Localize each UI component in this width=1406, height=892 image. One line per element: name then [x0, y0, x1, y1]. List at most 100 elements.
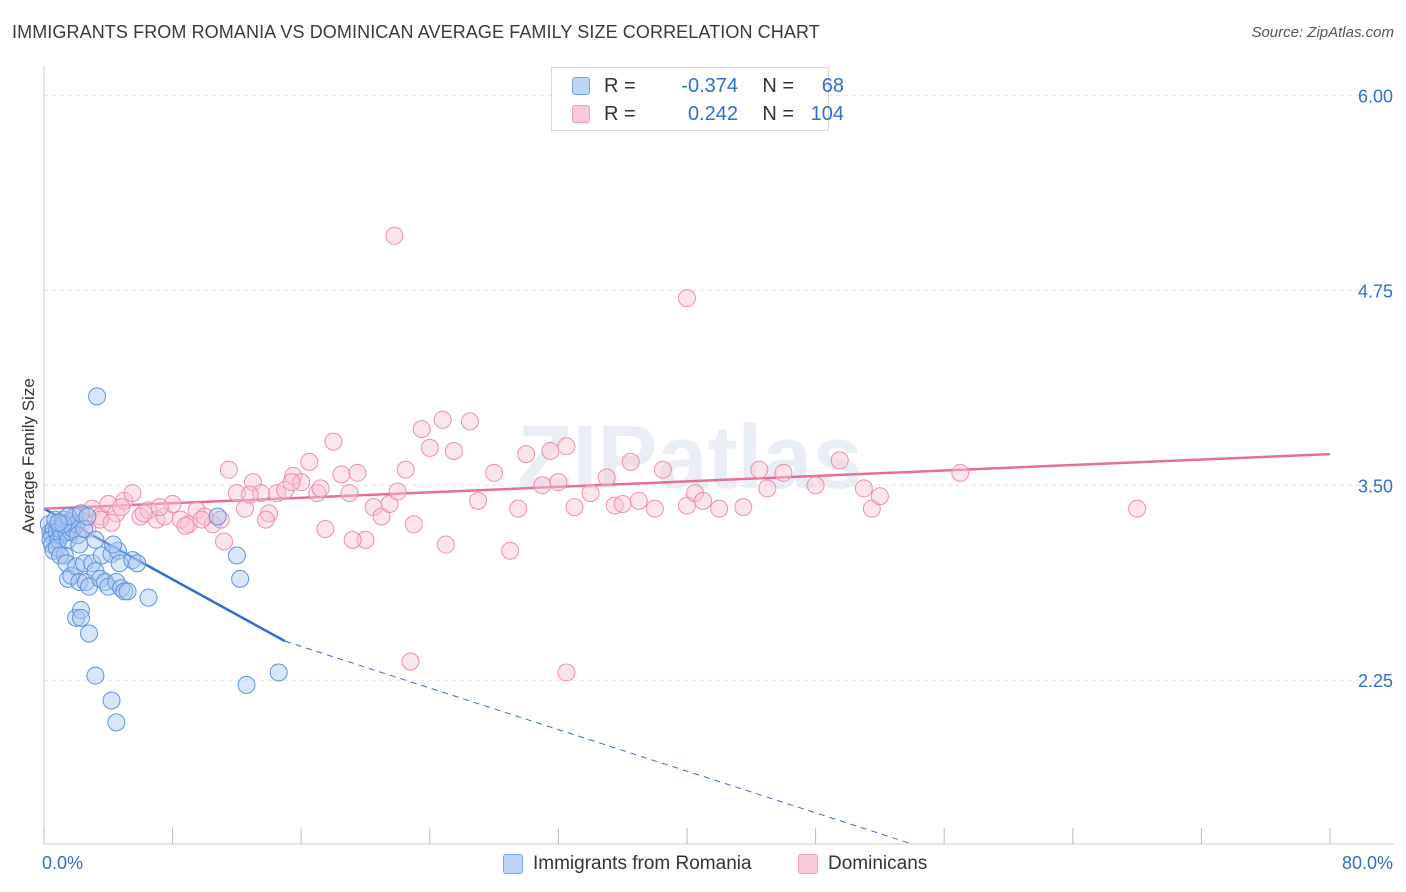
legend-swatch-dominicans — [572, 105, 590, 123]
data-point-dominicans — [256, 510, 275, 529]
trend-line-dominicans — [43, 452, 1331, 510]
data-point-romania — [70, 572, 89, 591]
data-point-dominicans — [311, 479, 330, 498]
y-tick-label: 3.50 — [1358, 476, 1393, 496]
data-point-dominicans — [150, 498, 169, 517]
data-point-dominicans — [134, 504, 153, 523]
data-point-dominicans — [324, 432, 343, 451]
legend-row-romania: R = -0.374 N = 68 — [572, 72, 844, 100]
source-credit: Source: ZipAtlas.com — [1251, 24, 1394, 41]
data-point-dominicans — [485, 463, 504, 482]
data-point-dominicans — [774, 463, 793, 482]
data-point-romania — [231, 569, 250, 588]
data-point-dominicans — [557, 663, 576, 682]
data-point-dominicans — [252, 484, 271, 503]
data-point-dominicans — [533, 476, 552, 495]
data-point-dominicans — [123, 484, 142, 503]
stats-legend: R = -0.374 N = 68 R = 0.242 N = 104 — [551, 67, 844, 131]
data-point-romania — [237, 675, 256, 694]
data-point-dominicans — [870, 487, 889, 506]
data-point-dominicans — [385, 226, 404, 245]
data-point-romania — [128, 554, 147, 573]
data-point-dominicans — [211, 510, 230, 529]
trend-line-romania — [43, 507, 286, 643]
data-point-dominicans — [215, 532, 234, 551]
data-point-dominicans — [645, 499, 664, 518]
data-point-romania — [71, 601, 90, 620]
data-point-romania — [227, 546, 246, 565]
data-point-dominicans — [316, 519, 335, 538]
data-point-dominicans — [517, 445, 536, 464]
data-point-romania — [107, 713, 126, 732]
r-label: R = — [604, 102, 636, 125]
data-point-romania — [55, 546, 74, 565]
data-point-dominicans — [227, 484, 246, 503]
r-label: R = — [604, 74, 636, 97]
data-point-dominicans — [412, 420, 431, 439]
data-point-romania — [44, 541, 63, 560]
data-point-romania — [118, 582, 137, 601]
trend-line-romania-extrapolated — [284, 640, 913, 845]
n-value: 68 — [821, 74, 844, 97]
bottom-legend-dominicans: Dominicans — [798, 852, 927, 876]
data-point-dominicans — [460, 412, 479, 431]
data-point-dominicans — [653, 460, 672, 479]
data-point-dominicans — [629, 491, 648, 510]
data-point-dominicans — [300, 452, 319, 471]
bottom-legend-label-romania: Immigrants from Romania — [533, 853, 752, 874]
data-point-dominicans — [112, 498, 131, 517]
data-point-dominicans — [541, 441, 560, 460]
data-point-romania — [269, 663, 288, 682]
data-point-dominicans — [192, 510, 211, 529]
data-point-dominicans — [710, 499, 729, 518]
r-value: -0.374 — [681, 74, 738, 97]
data-point-dominicans — [396, 460, 415, 479]
y-tick-label: 4.75 — [1358, 281, 1393, 301]
data-point-dominicans — [678, 289, 696, 308]
data-point-romania — [70, 535, 89, 554]
data-point-dominicans — [356, 530, 375, 549]
data-point-dominicans — [420, 438, 439, 457]
data-point-dominicans — [404, 515, 423, 534]
data-point-romania — [49, 513, 68, 532]
data-point-dominicans — [806, 476, 825, 495]
data-point-romania — [139, 588, 158, 607]
data-point-dominicans — [509, 499, 528, 518]
y-axis-label: Average Family Size — [19, 378, 38, 534]
bottom-legend-label-dominicans: Dominicans — [828, 853, 928, 874]
data-point-dominicans — [219, 460, 238, 479]
data-point-dominicans — [613, 495, 632, 514]
data-point-romania — [102, 691, 121, 710]
legend-swatch-romania — [572, 77, 590, 95]
data-point-dominicans — [436, 535, 455, 554]
data-point-dominicans — [694, 491, 713, 510]
data-point-dominicans — [469, 491, 488, 510]
data-point-dominicans — [734, 498, 753, 517]
bottom-legend-swatch-dominicans — [798, 854, 818, 874]
r-value: 0.242 — [687, 102, 738, 125]
data-point-dominicans — [433, 410, 452, 429]
data-point-dominicans — [102, 513, 121, 532]
data-point-dominicans — [951, 463, 970, 482]
watermark-text: ZIPatlas — [517, 408, 862, 508]
data-point-dominicans — [235, 499, 254, 518]
data-point-romania — [80, 624, 99, 643]
n-label: N = — [762, 74, 794, 97]
data-point-dominicans — [332, 465, 351, 484]
x-tick-label-end: 80.0% — [1342, 853, 1393, 873]
data-point-dominicans — [343, 530, 362, 549]
data-point-dominicans — [240, 485, 259, 504]
legend-row-dominicans: R = 0.242 N = 104 — [572, 100, 844, 128]
data-point-romania — [86, 666, 105, 685]
data-point-dominicans — [388, 482, 407, 501]
data-point-romania — [123, 551, 142, 570]
data-point-dominicans — [292, 473, 311, 492]
data-point-dominicans — [501, 541, 520, 560]
data-point-dominicans — [444, 441, 463, 460]
data-point-dominicans — [401, 652, 420, 671]
data-point-dominicans — [282, 473, 301, 492]
n-value: 104 — [810, 102, 844, 125]
data-point-dominicans — [830, 451, 849, 470]
data-point-dominicans — [340, 484, 359, 503]
